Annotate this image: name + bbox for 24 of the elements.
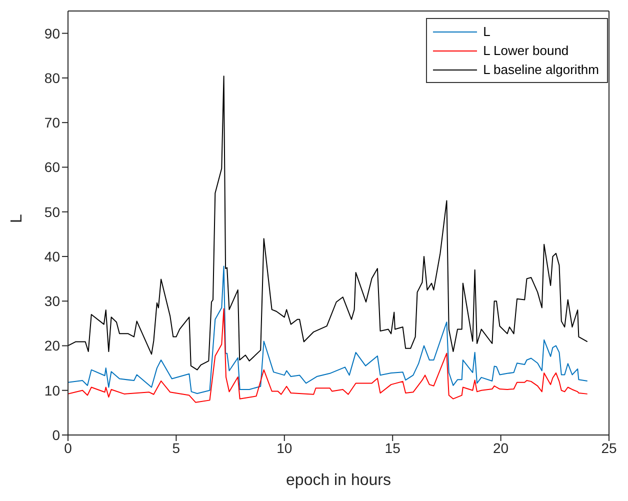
line-series <box>68 76 588 370</box>
legend-label: L baseline algorithm <box>483 61 599 79</box>
line-series <box>68 266 588 394</box>
x-tick-label: 10 <box>276 440 292 456</box>
y-tick-label: 70 <box>44 114 60 131</box>
x-tick-label: 5 <box>172 440 180 456</box>
y-tick-label: 30 <box>44 293 60 310</box>
y-tick-label: 50 <box>44 204 60 220</box>
line-series <box>68 308 588 403</box>
x-tick-label: 20 <box>493 440 509 456</box>
legend-label: L Lower bound <box>483 42 569 60</box>
legend-label: L <box>483 23 490 41</box>
x-axis-title: epoch in hours <box>286 472 391 489</box>
y-tick-label: 60 <box>44 159 60 176</box>
y-tick-label: 0 <box>52 426 60 443</box>
y-tick-label: 20 <box>44 338 60 354</box>
x-tick-label: 0 <box>64 440 72 456</box>
x-tick-label: 15 <box>384 440 401 456</box>
y-axis-title: L <box>8 214 26 223</box>
y-tick-label: 80 <box>44 70 60 86</box>
y-tick-label: 40 <box>44 248 60 264</box>
y-tick-label: 10 <box>44 382 60 398</box>
x-tick-label: 25 <box>601 440 617 456</box>
y-tick-label: 90 <box>44 25 60 42</box>
